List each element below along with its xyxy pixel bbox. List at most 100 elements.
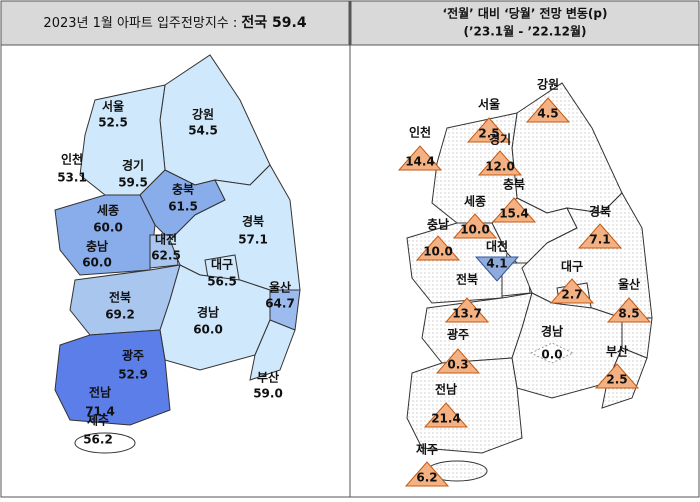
region-name: 광주 (447, 327, 469, 342)
region-change: 13.7 (452, 307, 482, 321)
region-index: 52.5 (98, 116, 128, 130)
up-triangle (415, 235, 461, 261)
region-name: 서울 (102, 99, 124, 114)
region-name: 경남 (541, 324, 563, 339)
region-name: 충북 (172, 182, 194, 197)
region-name: 부산 (257, 370, 279, 385)
region-change: 10.0 (423, 245, 453, 259)
region-name: 전남 (435, 382, 457, 397)
region-change: 2.7 (561, 288, 582, 302)
region-change: 0.3 (447, 358, 468, 372)
region-change: 8.5 (618, 307, 639, 321)
region-name: 광주 (122, 348, 144, 363)
region-name: 경북 (589, 205, 611, 219)
region-name: 세종 (464, 194, 486, 209)
region-change: 2.5 (478, 127, 499, 141)
up-triangle (525, 97, 571, 123)
region-name: 인천 (61, 152, 83, 167)
region-name: 충북 (503, 177, 525, 192)
region-index: 71.4 (85, 405, 115, 419)
region-name: 충남 (86, 239, 108, 254)
region-index: 62.5 (151, 249, 181, 263)
region-shape (249, 319, 296, 381)
region-name: 전북 (109, 290, 131, 305)
up-triangle (435, 348, 481, 374)
region-name: 대전 (486, 239, 508, 254)
left-title-text: 2023년 1월 아파트 입주전망지수 : (43, 16, 241, 31)
region-name: 경북 (242, 215, 264, 229)
region-index: 57.1 (238, 233, 268, 247)
right-header-bg (350, 0, 700, 46)
right-title: ‘전월’ 대비 ‘당월’ 전망 변동(p) (443, 6, 608, 21)
region-index: 60.0 (193, 323, 223, 337)
region-index: 53.1 (57, 171, 87, 185)
region-change: 4.5 (537, 107, 558, 121)
region-name: 경기 (489, 132, 511, 147)
labels: 서울 52.5 서울 2.5 강원 54.5 강원 4.5 인천 53.1 인천 14.4 경기 59.5… (57, 78, 652, 487)
region-name: 서울 (478, 97, 500, 112)
region-index: 59.0 (253, 387, 283, 401)
left-header-bg (0, 0, 350, 46)
up-triangle (491, 197, 537, 223)
region-change: 15.4 (499, 207, 529, 221)
region-change: 0.0 (541, 348, 562, 362)
region-name: 경기 (122, 158, 144, 173)
region-name: 전북 (456, 272, 478, 287)
region-name: 대구 (561, 260, 583, 274)
up-triangle (444, 297, 490, 323)
up-triangle (466, 117, 512, 143)
region-shape (159, 264, 271, 371)
region-change: 6.2 (416, 471, 437, 485)
region-name: 충남 (427, 217, 449, 232)
region-name: 전남 (89, 385, 111, 400)
region-index: 64.7 (265, 297, 295, 311)
up-triangle (404, 461, 450, 487)
up-triangle (577, 223, 623, 249)
region-name: 부산 (606, 344, 628, 359)
up-triangle (549, 278, 595, 304)
region-index: 60.0 (82, 256, 112, 270)
region-index: 56.5 (207, 275, 237, 289)
region-shape (54, 329, 171, 426)
region-change: 10.0 (460, 223, 490, 237)
national-total: 전국 59.4 (241, 14, 306, 31)
left-map (54, 54, 301, 454)
region-name: 대전 (155, 232, 177, 247)
region-index: 61.5 (168, 200, 198, 214)
region-change: 7.1 (589, 233, 610, 247)
region-index: 60.0 (93, 221, 123, 235)
region-change: 12.0 (485, 160, 515, 174)
region-index: 56.2 (83, 433, 113, 447)
region-name: 제주 (416, 443, 438, 457)
up-triangle (397, 145, 443, 171)
region-shape (74, 432, 136, 454)
up-triangle (606, 297, 652, 323)
region-index: 69.2 (105, 308, 135, 322)
up-triangle (477, 150, 523, 176)
region-name: 울산 (269, 280, 291, 295)
region-index: 52.9 (118, 368, 148, 382)
region-change: 14.4 (405, 155, 435, 169)
flat-marker (529, 342, 575, 364)
region-name: 강원 (192, 108, 214, 122)
region-name: 세종 (97, 203, 119, 218)
up-triangle (594, 363, 640, 389)
right-map (406, 82, 653, 482)
region-index: 54.5 (188, 124, 218, 138)
up-triangle (452, 213, 498, 239)
down-triangle (474, 256, 520, 282)
right-subtitle: (’23.1월 - ’22.12월) (463, 24, 586, 39)
region-name: 강원 (537, 78, 559, 92)
region-name: 제주 (87, 414, 109, 428)
region-change: 4.1 (486, 257, 507, 271)
region-index: 59.5 (118, 176, 148, 190)
left-title: 2023년 1월 아파트 입주전망지수 : 전국 59.4 (43, 14, 306, 31)
region-change: 2.5 (606, 373, 627, 387)
region-name: 경남 (197, 305, 219, 320)
region-name: 인천 (409, 125, 431, 140)
region-name: 울산 (618, 277, 640, 292)
up-triangle (423, 402, 469, 428)
region-change: 21.4 (431, 412, 461, 426)
region-name: 대구 (211, 258, 233, 272)
